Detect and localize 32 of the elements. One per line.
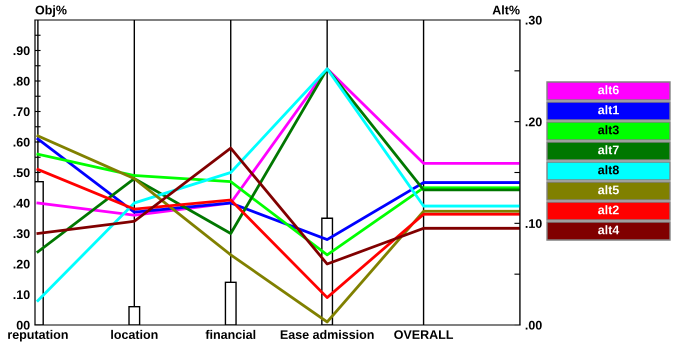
- text: alt3: [598, 125, 619, 134]
- y-tick-label: .10: [14, 290, 30, 300]
- y2-tick-label: .20: [526, 117, 542, 126]
- y2-tick-label: .10: [526, 219, 542, 228]
- text: alt8: [598, 165, 619, 174]
- text: alt2: [598, 205, 619, 214]
- y-tick-label: 00: [16, 320, 30, 330]
- line-series: [36, 67, 520, 302]
- y-tick-label: .80: [14, 76, 30, 86]
- text: alt4: [598, 225, 620, 234]
- y-tick-label: .60: [14, 138, 30, 147]
- y-tick-label: .70: [14, 107, 30, 116]
- text: alt7: [598, 145, 619, 154]
- x-tick-label: reputation: [8, 330, 68, 342]
- line-series: [36, 168, 520, 299]
- x-tick-label: financial: [206, 330, 256, 340]
- y-tick-label: .90: [14, 46, 30, 56]
- y-tick-label: .50: [14, 168, 30, 178]
- y-axis-title: Obj%: [36, 5, 67, 17]
- y2-axis-title: Alt%: [492, 5, 520, 14]
- text: alt6: [598, 85, 619, 94]
- x-tick-label: location: [111, 330, 158, 340]
- y-tick-label: .20: [14, 260, 30, 269]
- y2-tick-label: .30: [526, 16, 542, 25]
- y2-tick-label: .00: [526, 320, 542, 330]
- text: alt1: [598, 105, 619, 114]
- y-tick-label: .30: [14, 229, 30, 238]
- line-series: [36, 134, 520, 324]
- x-tick-label: Ease admission: [280, 330, 374, 340]
- y-tick-label: .40: [14, 198, 30, 208]
- text: alt5: [598, 185, 619, 194]
- x-tick-label: OVERALL: [394, 330, 454, 340]
